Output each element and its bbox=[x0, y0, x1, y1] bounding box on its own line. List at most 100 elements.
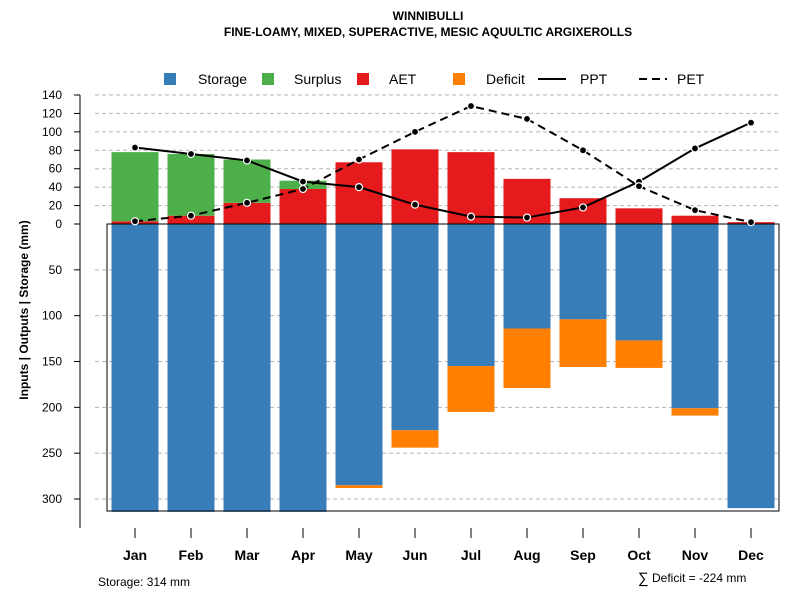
ppt-point bbox=[578, 203, 588, 212]
pet-point bbox=[466, 101, 476, 111]
deficit-bar bbox=[447, 366, 495, 412]
pet-point bbox=[130, 217, 140, 226]
x-tick-label: Nov bbox=[682, 547, 709, 563]
storage-total-text: Storage: 314 mm bbox=[98, 575, 190, 589]
chart-subtitle: FINE-LOAMY, MIXED, SUPERACTIVE, MESIC AQ… bbox=[224, 25, 632, 39]
aet-bar bbox=[391, 149, 439, 224]
x-tick-label: May bbox=[345, 547, 372, 563]
legend-label: Storage bbox=[198, 71, 247, 87]
surplus-bar bbox=[111, 152, 159, 222]
storage-bar bbox=[727, 224, 775, 509]
aet-bar bbox=[167, 215, 215, 224]
storage-bar bbox=[615, 224, 663, 341]
y-ticks: 0 20 40 60 80 100 120 140 50 100 150 200 250 300 bbox=[42, 88, 80, 506]
storage-bar bbox=[559, 224, 607, 320]
ppt-point bbox=[410, 200, 420, 209]
ppt-point bbox=[242, 156, 252, 165]
surplus-bar bbox=[167, 153, 215, 216]
x-ticks: Jan Feb Mar Apr May Jun Jul Aug Sep Oct Nov Dec bbox=[123, 528, 764, 563]
deficit-bar bbox=[503, 328, 551, 389]
y-tick-label: 150 bbox=[42, 355, 62, 369]
legend-label: Surplus bbox=[294, 71, 341, 87]
y-tick-label: 100 bbox=[42, 125, 62, 139]
ppt-point bbox=[466, 212, 476, 221]
deficit-bar bbox=[391, 430, 439, 448]
x-tick-label: Dec bbox=[738, 547, 764, 563]
legend-label: Deficit bbox=[486, 71, 525, 87]
pet-point bbox=[354, 155, 364, 164]
ppt-point bbox=[746, 118, 756, 127]
pet-point bbox=[186, 211, 196, 220]
legend-swatch bbox=[357, 73, 369, 85]
x-tick-label: Apr bbox=[291, 547, 316, 563]
y-tick-label: 0 bbox=[55, 217, 62, 231]
legend-swatch bbox=[164, 73, 176, 85]
pet-point bbox=[578, 146, 588, 155]
pet-point bbox=[242, 198, 252, 207]
y-tick-label: 300 bbox=[42, 492, 62, 506]
pet-point bbox=[522, 114, 532, 124]
aet-bar bbox=[335, 162, 383, 224]
deficit-total-text: Deficit = -224 mm bbox=[652, 571, 746, 585]
y-tick-label: 100 bbox=[42, 309, 62, 323]
ppt-point bbox=[690, 144, 700, 153]
chart-title: WINNIBULLI bbox=[393, 9, 464, 23]
pet-point bbox=[410, 127, 420, 136]
x-tick-label: Sep bbox=[570, 547, 596, 563]
series-lines bbox=[130, 101, 756, 227]
y-tick-label: 250 bbox=[42, 446, 62, 460]
storage-bar bbox=[223, 224, 271, 512]
bars bbox=[111, 149, 775, 512]
pet-point bbox=[746, 218, 756, 227]
y-axis-label: Inputs | Outputs | Storage (mm) bbox=[17, 220, 31, 399]
y-tick-label: 140 bbox=[42, 88, 62, 102]
ppt-point bbox=[298, 177, 308, 186]
pet-point bbox=[298, 184, 308, 194]
storage-bar bbox=[335, 224, 383, 486]
storage-bar bbox=[111, 224, 159, 512]
aet-bar bbox=[223, 202, 271, 224]
deficit-bar bbox=[335, 485, 383, 488]
legend-label: AET bbox=[389, 71, 417, 87]
y-tick-label: 60 bbox=[49, 162, 63, 176]
y-tick-label: 20 bbox=[49, 199, 63, 213]
sum-symbol: ∑ bbox=[638, 570, 649, 587]
y-tick-label: 50 bbox=[49, 263, 63, 277]
y-tick-label: 120 bbox=[42, 106, 62, 120]
storage-bar bbox=[167, 224, 215, 512]
x-tick-label: Jun bbox=[403, 547, 428, 563]
ppt-point bbox=[522, 213, 532, 222]
legend-label: PPT bbox=[580, 71, 608, 87]
legend-label: PET bbox=[677, 71, 705, 87]
deficit-bar bbox=[559, 319, 607, 367]
x-tick-label: Oct bbox=[627, 547, 651, 563]
storage-bar bbox=[279, 224, 327, 512]
pet-line bbox=[134, 105, 752, 224]
deficit-bar bbox=[671, 408, 719, 416]
deficit-bar bbox=[615, 340, 663, 368]
legend: Storage Surplus AET Deficit PPT PET bbox=[164, 71, 705, 87]
ppt-point bbox=[130, 143, 140, 152]
pet-point bbox=[634, 182, 644, 191]
storage-bar bbox=[671, 224, 719, 409]
x-tick-label: Mar bbox=[235, 547, 260, 563]
aet-bar bbox=[615, 208, 663, 224]
x-tick-label: Feb bbox=[179, 547, 204, 563]
x-tick-label: Aug bbox=[513, 547, 540, 563]
aet-bar bbox=[279, 188, 327, 224]
legend-swatch bbox=[453, 73, 465, 85]
storage-bar bbox=[503, 224, 551, 329]
legend-swatch bbox=[262, 73, 274, 85]
storage-bar bbox=[447, 224, 495, 367]
x-tick-label: Jul bbox=[461, 547, 481, 563]
storage-bar bbox=[391, 224, 439, 431]
ppt-point bbox=[354, 183, 364, 192]
aet-bar bbox=[671, 215, 719, 224]
y-tick-label: 80 bbox=[49, 143, 63, 157]
aet-bar bbox=[447, 152, 495, 224]
ppt-point bbox=[186, 149, 196, 159]
y-tick-label: 200 bbox=[42, 400, 62, 414]
ppt-line bbox=[134, 121, 752, 219]
x-tick-label: Jan bbox=[123, 547, 147, 563]
